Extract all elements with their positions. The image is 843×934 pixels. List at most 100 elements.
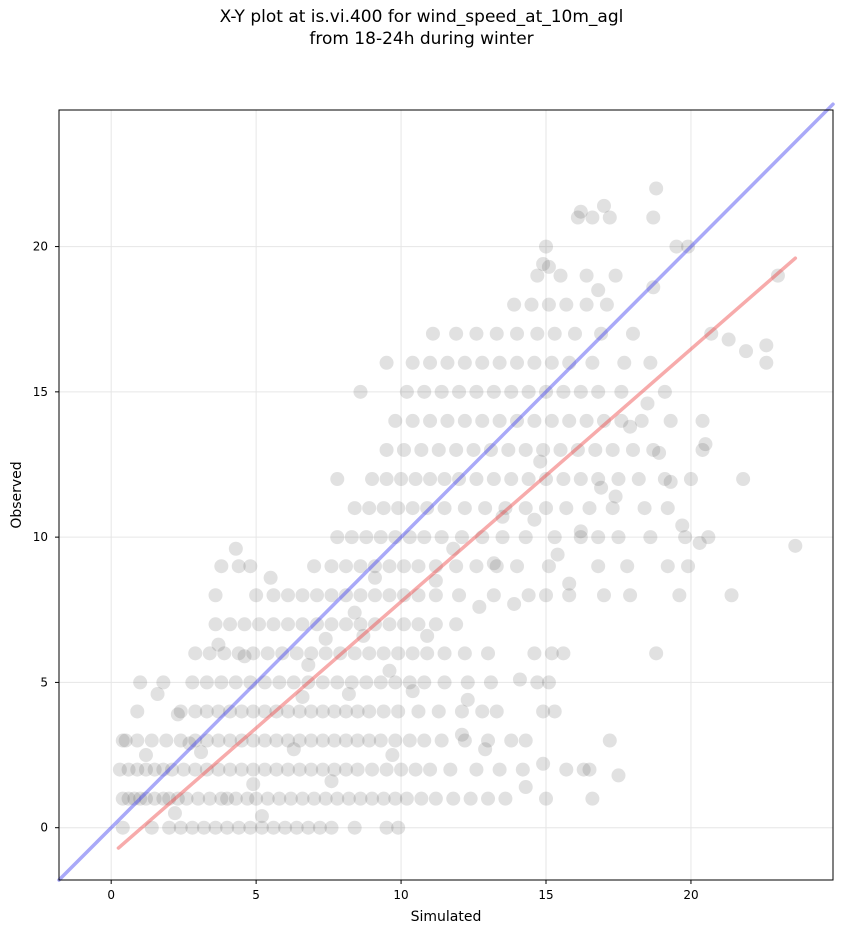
data-point [191,791,206,806]
data-point [173,704,188,719]
data-point [214,791,229,806]
data-point [457,733,472,748]
data-point [536,704,551,719]
data-point [162,791,177,806]
data-point [521,384,536,399]
one-to-one-line [57,102,835,882]
data-point [344,675,359,690]
data-point [133,675,148,690]
data-point [243,820,258,835]
data-point [391,820,406,835]
data-point [269,733,284,748]
data-point [507,297,522,312]
data-point [539,239,554,254]
data-point [211,704,226,719]
data-point [411,617,426,632]
data-point [295,791,310,806]
data-point [510,413,525,428]
data-point [457,413,472,428]
data-point [452,472,467,487]
data-point [376,704,391,719]
x-tick-label: 5 [252,888,260,902]
data-point [353,588,368,603]
data-point [266,588,281,603]
data-point [402,530,417,545]
data-point [591,283,606,298]
data-point [704,326,719,341]
data-point [681,559,696,574]
data-point [127,791,142,806]
data-point [469,472,484,487]
data-point [272,791,287,806]
data-point [486,588,501,603]
data-point [568,326,582,341]
data-point [399,384,414,399]
reference-lines [57,102,835,882]
data-point [483,675,498,690]
data-point [173,820,188,835]
data-point [260,791,275,806]
data-point [446,541,461,556]
data-point [228,791,243,806]
data-point [220,820,235,835]
data-point [301,820,316,835]
data-point [385,748,400,763]
data-point [266,820,281,835]
data-point [301,675,316,690]
data-point [437,501,452,516]
data-point [420,628,435,643]
data-point [591,530,606,545]
data-point [365,762,380,777]
data-point [315,704,330,719]
data-point [254,820,269,835]
data-point [559,501,574,516]
data-point [539,588,554,603]
data-point [431,704,446,719]
data-point [156,675,171,690]
data-point [327,733,342,748]
data-point [170,791,185,806]
data-point [167,806,182,821]
data-point [338,617,353,632]
data-point [246,762,261,777]
data-point [391,646,406,661]
data-points [112,181,803,835]
data-point [165,762,180,777]
data-point [556,472,571,487]
data-point [454,727,469,742]
data-point [379,820,394,835]
data-point [562,413,577,428]
data-point [469,326,484,341]
data-point [460,692,475,707]
data-point [295,617,310,632]
data-point [315,675,330,690]
data-point [492,762,507,777]
data-point [518,780,533,795]
plot-frame [58,109,834,881]
data-point [327,704,342,719]
data-point [373,675,388,690]
data-point [144,733,159,748]
data-point [663,474,678,489]
data-point [605,501,620,516]
data-point [570,442,585,457]
data-point [130,704,145,719]
data-point [382,588,397,603]
x-tick-label: 0 [107,888,115,902]
data-point [544,413,559,428]
data-point [466,442,481,457]
data-point [759,338,774,353]
data-point [338,762,353,777]
data-point [521,588,536,603]
data-point [301,657,316,672]
data-point [263,570,278,585]
data-point [643,355,658,370]
data-point [347,646,362,661]
data-point [344,530,359,545]
data-point [188,733,203,748]
data-point [324,774,339,789]
data-point [637,501,652,516]
data-point [625,326,640,341]
data-point [547,704,562,719]
data-point [289,646,304,661]
